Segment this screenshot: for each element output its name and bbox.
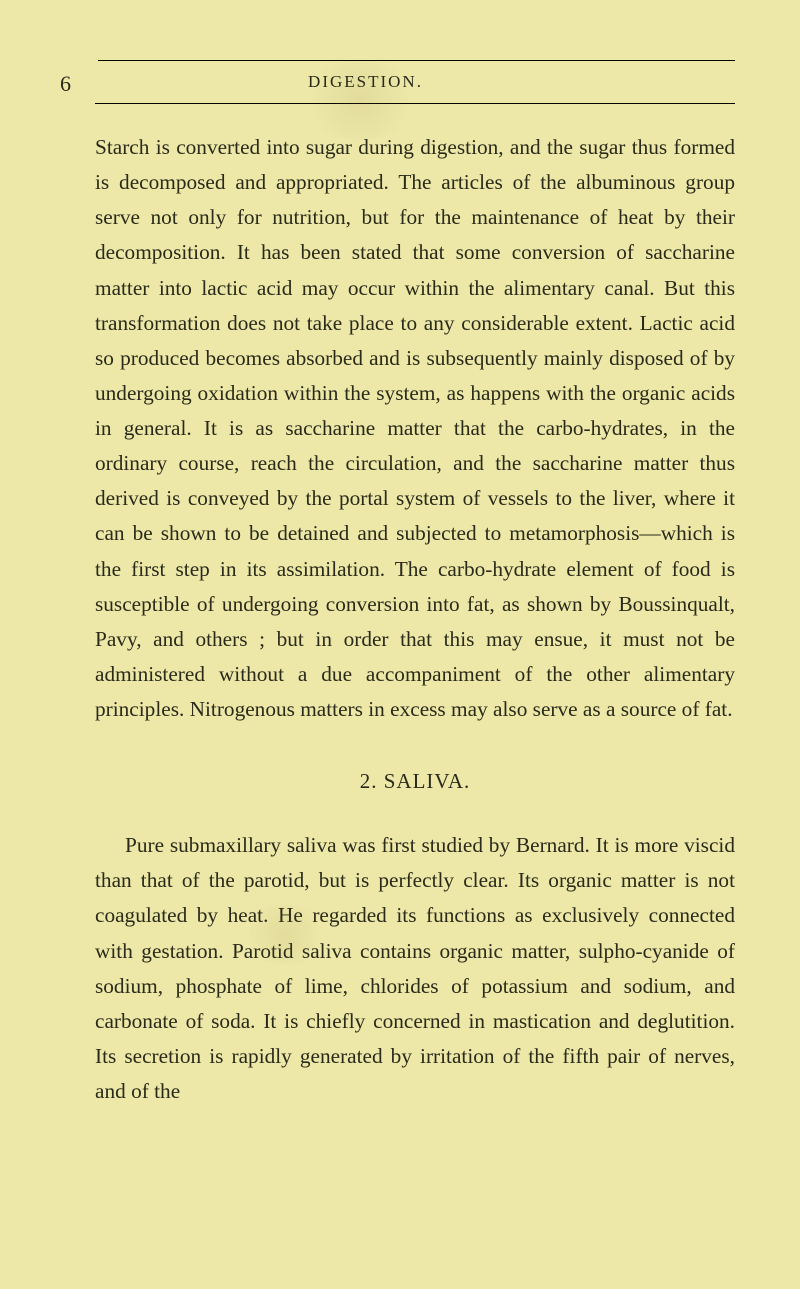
scanned-page: 6 DIGESTION. Starch is converted into su… bbox=[0, 0, 800, 1289]
header-rule-bottom bbox=[95, 103, 735, 104]
page-header: 6 DIGESTION. bbox=[95, 61, 735, 103]
body-paragraph-2: Pure submaxillary saliva was first studi… bbox=[95, 828, 735, 1109]
body-paragraph-1: Starch is converted into sugar during di… bbox=[95, 130, 735, 727]
section-heading: 2. SALIVA. bbox=[95, 769, 735, 794]
running-head: DIGESTION. bbox=[61, 72, 670, 92]
body-paragraph-2-text: Pure submaxillary saliva was first studi… bbox=[95, 833, 735, 1103]
